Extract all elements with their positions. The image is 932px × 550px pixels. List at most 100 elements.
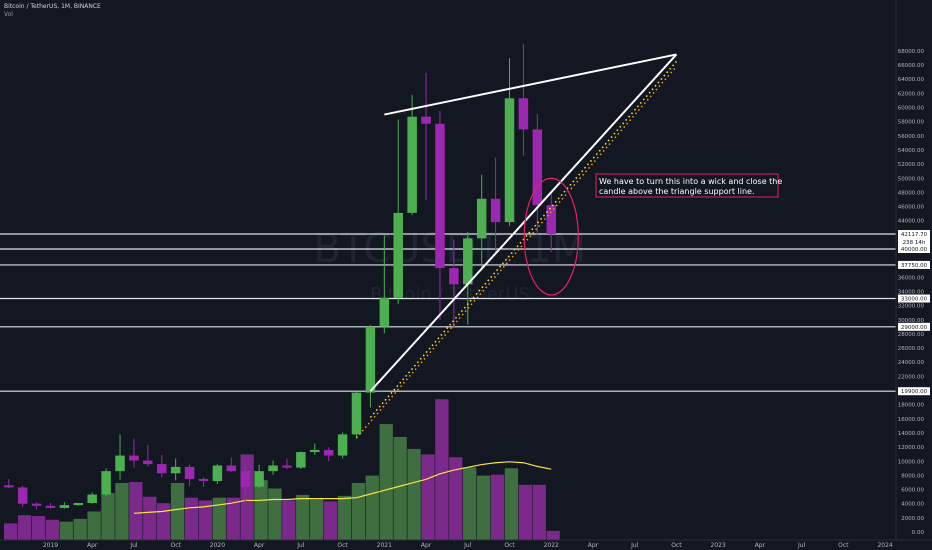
volume-bar: [337, 495, 352, 540]
candle-body: [351, 392, 362, 435]
price-tick-label: 28000.00: [898, 332, 925, 338]
price-tick-label: 14000.00: [898, 431, 925, 437]
price-tick-label: 66000.00: [898, 63, 925, 69]
price-tick-label: 6000.00: [901, 488, 924, 494]
candle-body: [463, 238, 473, 285]
volume-bar: [59, 521, 73, 540]
volume-bar: [31, 516, 46, 540]
candle-body: [310, 449, 320, 453]
price-tick-label: 68000.00: [898, 49, 925, 55]
price-tick-label: 30000.00: [898, 318, 925, 324]
volume-bars-layer: [4, 399, 560, 540]
price-tick-label: 56000.00: [898, 134, 925, 140]
candle-body: [337, 434, 348, 456]
trendline-support-dotted-2: [355, 65, 677, 439]
volume-bar: [101, 493, 115, 540]
candle-body: [73, 502, 84, 506]
candle-body: [435, 123, 445, 269]
price-tick-label: 54000.00: [898, 148, 925, 154]
volume-bar: [421, 454, 435, 540]
price-badge-bg: [898, 260, 930, 269]
time-tick-label: Apr: [254, 542, 265, 549]
annotation-text-line2: candle above the triangle support line.: [599, 187, 755, 196]
volume-bar: [17, 515, 32, 540]
time-tick-label: Oct: [838, 542, 849, 549]
candle-body: [296, 452, 306, 468]
candle-body: [365, 326, 376, 393]
price-tick-label: 12000.00: [898, 445, 925, 451]
volume-indicator-label[interactable]: Vol: [4, 11, 13, 18]
time-tick-label: Apr: [87, 542, 98, 549]
time-tick-label: Apr: [755, 542, 766, 549]
volume-bar: [476, 475, 491, 540]
volume-bar: [45, 519, 60, 540]
candle-body: [379, 297, 390, 327]
time-tick-label: Jul: [296, 542, 305, 549]
volume-bar: [435, 399, 449, 540]
time-tick-label: Oct: [504, 542, 515, 549]
candle-body: [476, 198, 487, 239]
time-tick-label: 2021: [377, 542, 392, 549]
price-tick-label: 8000.00: [901, 473, 924, 479]
volume-bar: [310, 499, 324, 540]
price-tick-label: 0.00: [912, 530, 925, 536]
candle-body: [323, 449, 334, 456]
price-tick-label: 64000.00: [898, 77, 925, 83]
time-tick-label: 2020: [210, 542, 225, 549]
price-tick-label: 48000.00: [898, 190, 925, 196]
horizontal-levels-layer: [0, 233, 896, 392]
volume-bar: [170, 482, 185, 540]
candle-body: [143, 460, 153, 465]
price-badge-label: 238 14h: [903, 240, 926, 246]
time-tick-label: Jul: [129, 542, 138, 549]
volume-bar: [296, 494, 310, 540]
price-tick-label: 46000.00: [898, 205, 925, 211]
volume-ma-line: [133, 461, 552, 514]
time-tick-label: 2019: [43, 542, 58, 549]
price-badge-label: 40000.00: [901, 247, 928, 253]
annotation-box: [595, 173, 779, 198]
time-tick-label: Oct: [170, 542, 181, 549]
volume-bar: [546, 530, 560, 540]
price-badge-bg: [898, 322, 930, 331]
highlight-ellipse: [523, 177, 579, 296]
price-badge-bg: [898, 238, 930, 247]
time-tick-label: Oct: [337, 542, 348, 549]
price-badge-bg: [898, 230, 930, 239]
candle-body: [157, 464, 167, 474]
volume-bar: [157, 503, 171, 540]
candle-body: [129, 455, 139, 461]
candle-body: [87, 494, 97, 503]
price-tick-label: 2000.00: [901, 516, 924, 522]
volume-bar: [463, 467, 477, 540]
volume-bar: [254, 480, 268, 540]
time-tick-label: Jul: [797, 542, 806, 549]
symbol-title[interactable]: Bitcoin / TetherUS, 1M, BINANCE: [4, 3, 101, 10]
volume-bar: [365, 475, 379, 540]
volume-bar: [268, 488, 282, 540]
volume-bar: [393, 436, 407, 540]
price-tick-label: 10000.00: [898, 459, 925, 465]
price-tick-label: 18000.00: [898, 403, 925, 409]
time-tick-label: Oct: [671, 542, 682, 549]
candle-body: [282, 465, 292, 468]
volume-bar: [198, 500, 213, 540]
price-badge-label: 37750.00: [901, 263, 928, 269]
candle-body: [17, 487, 28, 504]
volume-bar: [212, 497, 226, 540]
price-badge-label: 29000.00: [901, 325, 928, 331]
price-badge-bg: [898, 387, 930, 396]
candle-body: [518, 98, 529, 130]
price-badge-bg: [898, 294, 930, 303]
candle-body: [490, 198, 501, 223]
price-tick-label: 34000.00: [898, 289, 925, 295]
trendline-resistance: [384, 53, 677, 116]
volume-bar: [379, 424, 393, 540]
candle-body: [449, 268, 459, 285]
price-badge-label: 19900.00: [901, 389, 928, 395]
volume-bar: [449, 457, 463, 540]
candle-body: [101, 471, 111, 495]
volume-bar: [532, 484, 546, 540]
